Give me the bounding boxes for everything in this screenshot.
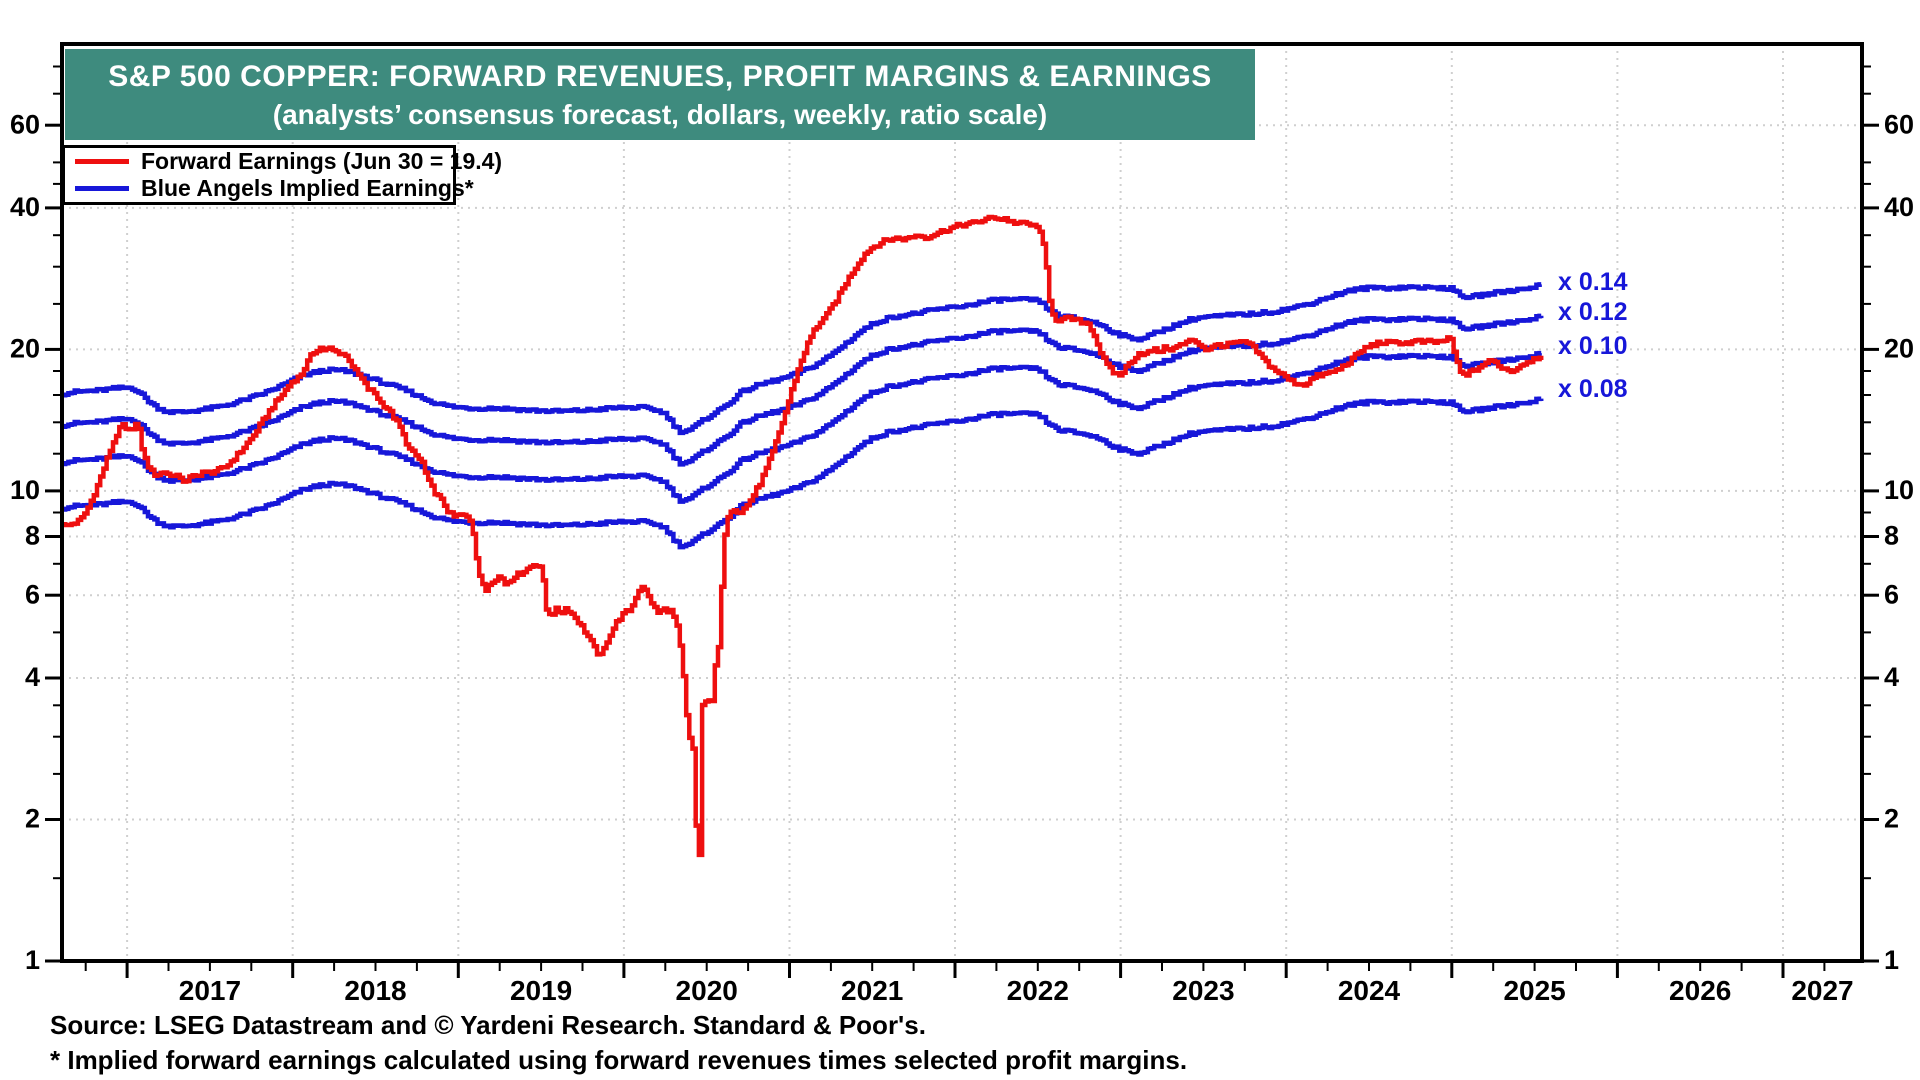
footnote-text: * Implied forward earnings calculated us… [50,1045,1188,1075]
y-axis-label-right-6: 6 [1884,579,1899,609]
y-axis-label-right-8: 8 [1884,521,1899,551]
legend-label-blue-angels: Blue Angels Implied Earnings* [141,175,474,201]
y-axis-label-left-1: 1 [25,945,40,975]
forward-earnings-line [62,214,1544,858]
x-axis-label-2027: 2027 [1791,975,1853,1006]
legend-item-blue-angels: Blue Angels Implied Earnings* [65,175,474,202]
blue-angels-line-x0.14 [62,282,1542,436]
y-axis-label-left-8: 8 [25,521,40,551]
x-axis-label-2019: 2019 [510,975,572,1006]
data-series [62,214,1544,858]
axis-ticks [45,65,1879,978]
blue-angels-line-x0.08 [62,396,1544,550]
gridlines [62,44,1862,961]
y-axis-label-left-2: 2 [25,804,40,834]
chart-title-bar: S&P 500 COPPER: FORWARD REVENUES, PROFIT… [65,49,1255,140]
margin-multiplier-label-0.08: x 0.08 [1558,375,1628,404]
x-axis-label-2025: 2025 [1503,975,1565,1006]
plot-frame [60,42,1864,963]
legend-label-forward-earnings: Forward Earnings (Jun 30 = 19.4) [141,148,503,174]
source-text: Source: LSEG Datastream and © Yardeni Re… [50,1010,926,1040]
blue-angels-line-swatch [75,186,129,191]
y-axis-label-left-40: 40 [10,192,40,222]
blue-angels-line-x0.10 [62,350,1542,504]
y-axis-label-left-10: 10 [10,475,40,505]
y-axis-label-left-20: 20 [10,334,40,364]
chart-subtitle: (analysts’ consensus forecast, dollars, … [272,98,1048,130]
x-axis-label-2026: 2026 [1669,975,1731,1006]
y-axis-label-left-60: 60 [10,109,40,139]
legend-box: Forward Earnings (Jun 30 = 19.4) Blue An… [62,145,502,205]
chart-title: S&P 500 COPPER: FORWARD REVENUES, PROFIT… [108,59,1212,93]
y-axis-label-left-4: 4 [25,662,40,692]
x-axis-label-2023: 2023 [1172,975,1234,1006]
blue-angels-line-x0.12 [62,313,1544,467]
legend-item-forward-earnings: Forward Earnings (Jun 30 = 19.4) [65,148,502,175]
x-axis-label-2018: 2018 [344,975,406,1006]
x-axis-label-2020: 2020 [676,975,738,1006]
y-axis-label-right-60: 60 [1884,109,1914,139]
y-axis-label-left-6: 6 [25,579,40,609]
y-axis-label-right-2: 2 [1884,804,1899,834]
y-axis-label-right-20: 20 [1884,334,1914,364]
x-axis-label-2024: 2024 [1338,975,1401,1006]
x-axis-label-2021: 2021 [841,975,903,1006]
y-axis-label-right-40: 40 [1884,192,1914,222]
forward-earnings-line-swatch [75,159,129,164]
margin-multiplier-label-0.12: x 0.12 [1558,297,1628,326]
margin-multiplier-label-0.10: x 0.10 [1558,332,1628,361]
x-axis-label-2017: 2017 [179,975,241,1006]
x-axis-label-2022: 2022 [1007,975,1069,1006]
y-axis-label-right-10: 10 [1884,475,1914,505]
y-axis-label-right-1: 1 [1884,945,1899,975]
y-axis-label-right-4: 4 [1884,662,1899,692]
margin-multiplier-label-0.14: x 0.14 [1558,268,1628,297]
